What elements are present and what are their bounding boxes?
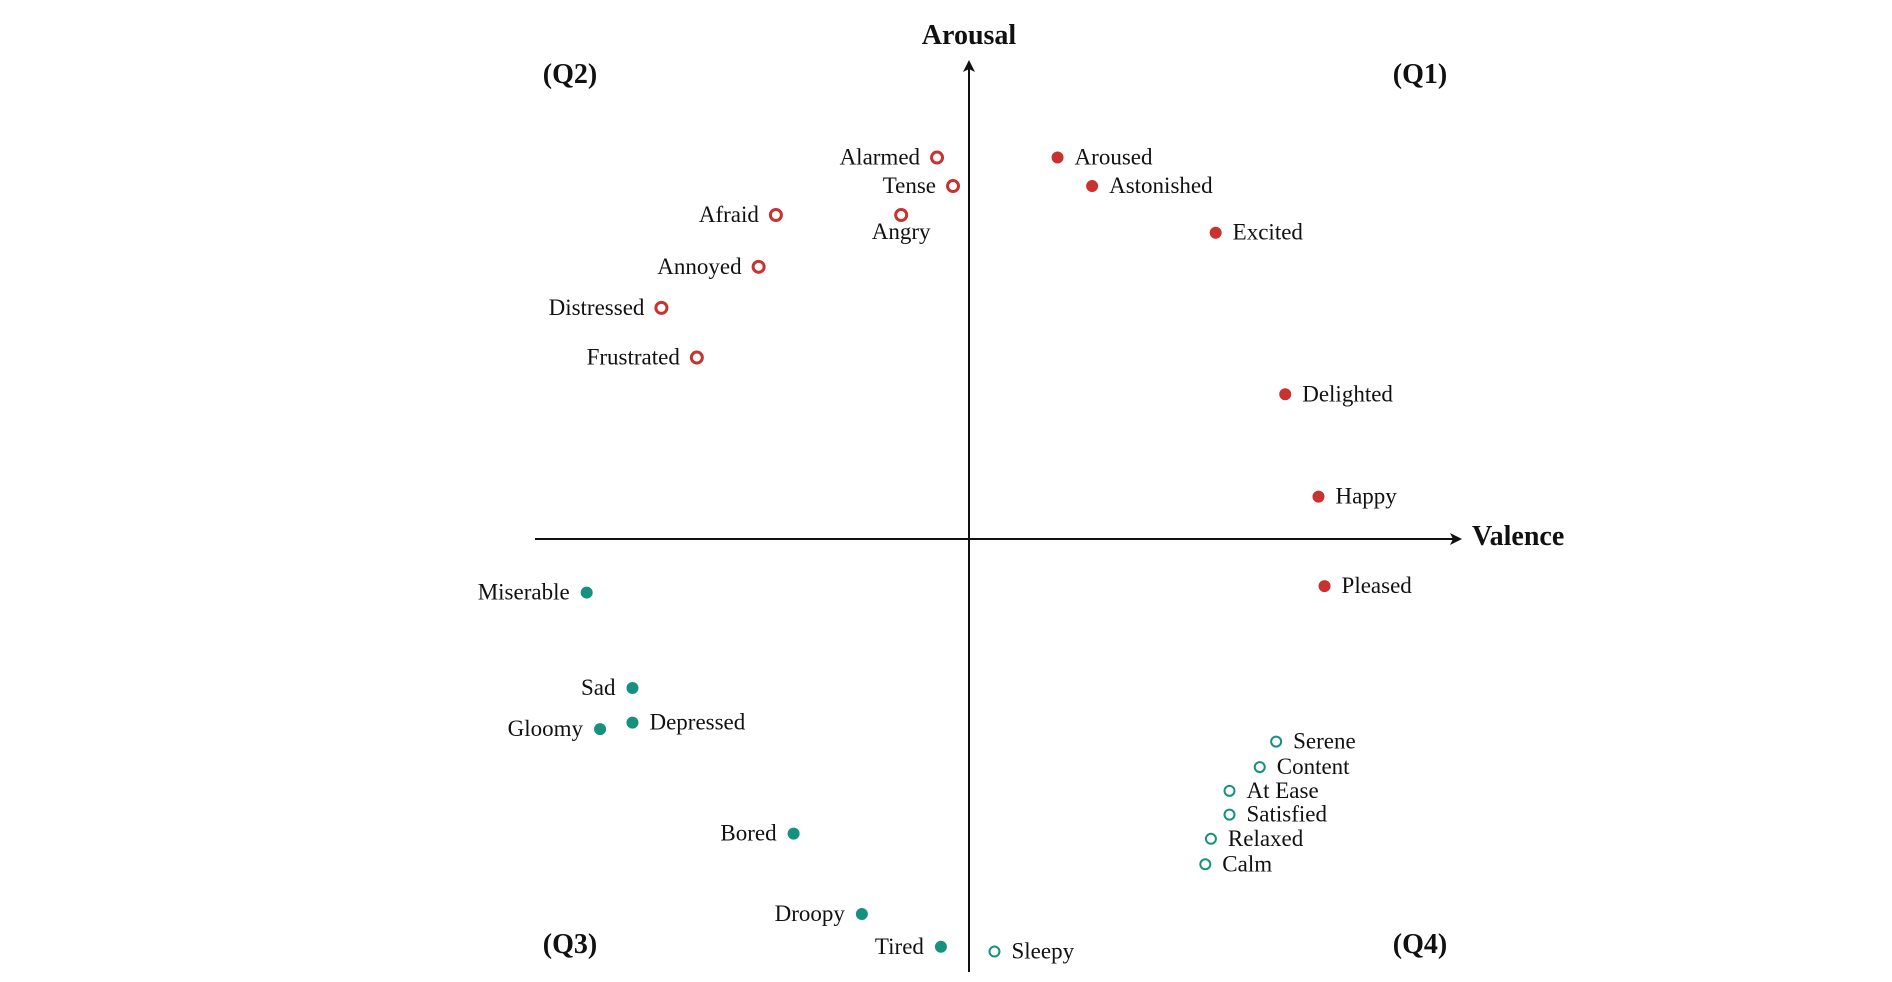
axes (535, 60, 1462, 972)
quadrant-label-q2: (Q2) (543, 59, 597, 90)
point-tired (934, 940, 947, 953)
point-afraid (768, 208, 783, 222)
point-calm (1199, 858, 1212, 871)
point-labels: Aroused Astonished Excited Delighted Happy Pl… (478, 145, 1413, 964)
label-angry: Angry (872, 219, 931, 244)
label-annoyed: Annoyed (657, 254, 742, 279)
point-annoyed (751, 259, 766, 274)
point-pleased (1318, 580, 1331, 593)
point-distressed (654, 300, 669, 315)
point-bored (787, 827, 800, 840)
label-calm: Calm (1222, 851, 1272, 876)
point-sleepy (988, 945, 1001, 958)
label-delighted: Delighted (1302, 381, 1393, 406)
label-gloomy: Gloomy (508, 716, 584, 741)
label-miserable: Miserable (478, 580, 570, 605)
label-bored: Bored (720, 821, 777, 846)
point-frustrated (689, 350, 704, 365)
quadrant-label-q1: (Q1) (1393, 59, 1447, 90)
point-droopy (855, 907, 868, 920)
point-excited (1209, 226, 1222, 239)
label-depressed: Depressed (649, 710, 745, 735)
quadrant-label-q4: (Q4) (1393, 929, 1447, 960)
label-astonished: Astonished (1109, 173, 1213, 198)
point-happy (1312, 490, 1325, 503)
label-tired: Tired (875, 934, 924, 959)
label-satisfied: Satisfied (1246, 802, 1327, 827)
label-afraid: Afraid (699, 202, 760, 227)
point-serene (1270, 735, 1283, 748)
point-at-ease (1223, 784, 1236, 797)
point-delighted (1279, 388, 1292, 401)
label-excited: Excited (1233, 220, 1304, 245)
point-alarmed (930, 150, 945, 165)
point-gloomy (594, 723, 607, 736)
y-axis-title: Arousal (922, 20, 1017, 51)
point-angry (894, 208, 909, 222)
point-sad (626, 682, 639, 695)
label-tense: Tense (883, 173, 936, 198)
label-droopy: Droopy (775, 901, 846, 926)
label-sleepy: Sleepy (1011, 939, 1074, 964)
point-depressed (626, 716, 639, 729)
label-aroused: Aroused (1075, 145, 1153, 170)
label-happy: Happy (1335, 484, 1397, 509)
point-miserable (580, 586, 593, 599)
label-alarmed: Alarmed (840, 145, 921, 170)
label-distressed: Distressed (549, 295, 645, 320)
point-aroused (1051, 151, 1064, 164)
point-content (1253, 761, 1266, 774)
label-frustrated: Frustrated (587, 345, 681, 370)
point-astonished (1086, 180, 1099, 193)
label-sad: Sad (581, 675, 616, 700)
quadrant-label-q3: (Q3) (543, 929, 597, 960)
label-pleased: Pleased (1342, 573, 1413, 598)
point-tense (946, 179, 961, 194)
point-relaxed (1204, 832, 1217, 845)
point-satisfied (1223, 808, 1236, 821)
x-axis-title: Valence (1472, 521, 1564, 552)
label-at-ease: At Ease (1246, 778, 1318, 803)
data-points (580, 150, 1331, 958)
label-content: Content (1277, 754, 1350, 779)
label-relaxed: Relaxed (1228, 826, 1304, 851)
label-serene: Serene (1293, 729, 1356, 754)
